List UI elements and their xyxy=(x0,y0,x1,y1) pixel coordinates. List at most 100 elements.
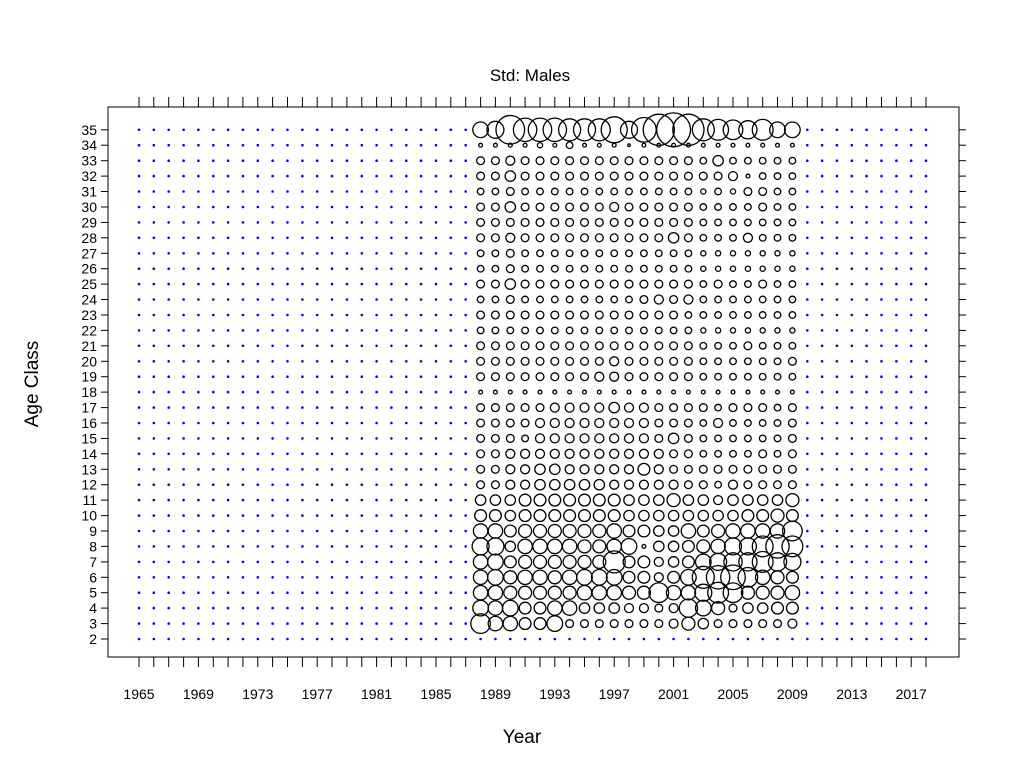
bubble-point xyxy=(579,417,590,429)
no-data-point xyxy=(449,545,453,548)
bubble-point xyxy=(476,264,485,273)
no-data-point xyxy=(360,128,364,132)
no-data-point xyxy=(390,390,393,394)
bubble-point xyxy=(773,280,782,289)
bubble-point xyxy=(607,493,621,507)
bubble-point xyxy=(723,552,743,572)
no-data-point xyxy=(360,205,364,209)
bubble-point xyxy=(532,538,548,555)
no-data-point xyxy=(880,128,883,132)
no-data-point xyxy=(464,576,468,579)
bubble-point xyxy=(652,540,665,553)
bubble-point xyxy=(487,523,504,539)
no-data-point xyxy=(464,545,468,548)
no-data-point xyxy=(405,236,408,240)
no-data-point xyxy=(880,529,883,533)
no-data-point xyxy=(850,143,854,147)
no-data-point xyxy=(880,498,883,502)
bubble-point xyxy=(642,113,676,147)
bubble-point xyxy=(549,433,560,444)
no-data-point xyxy=(360,468,364,471)
no-data-point xyxy=(405,421,408,425)
no-data-point xyxy=(286,159,289,162)
no-data-point xyxy=(212,236,215,240)
bubble-point xyxy=(536,141,544,149)
bubble-point xyxy=(505,341,515,351)
bubble-point xyxy=(594,279,604,289)
bubble-point xyxy=(698,171,708,181)
no-data-point xyxy=(271,282,274,286)
no-data-point xyxy=(835,329,839,332)
no-data-point xyxy=(390,375,393,379)
bubble-point xyxy=(669,187,678,196)
bubble-point xyxy=(699,434,708,443)
y-tick-label: 35 xyxy=(81,122,97,138)
bubble-point xyxy=(607,509,621,523)
bubble-point xyxy=(789,327,796,334)
bubble-point xyxy=(580,326,589,335)
bubble-point xyxy=(609,233,619,243)
no-data-point xyxy=(226,236,230,240)
no-data-point xyxy=(137,190,141,193)
bubble-point xyxy=(672,113,705,147)
no-data-point xyxy=(226,529,230,533)
bubble-point xyxy=(572,118,597,142)
no-data-point xyxy=(895,190,898,193)
no-data-point xyxy=(419,529,423,533)
no-data-point xyxy=(434,622,438,625)
bubble-point xyxy=(610,249,619,258)
no-data-point xyxy=(345,406,349,409)
no-data-point xyxy=(895,252,898,255)
bubble-point xyxy=(535,156,545,166)
bubble-point xyxy=(474,494,487,506)
no-data-point xyxy=(286,606,289,610)
bubble-point xyxy=(653,572,664,583)
no-data-point xyxy=(360,545,364,548)
no-data-point xyxy=(167,406,170,409)
no-data-point xyxy=(464,437,468,440)
bubble-point xyxy=(550,217,560,227)
no-data-point xyxy=(330,221,334,224)
no-data-point xyxy=(360,606,364,610)
bubble-point xyxy=(680,584,697,601)
y-tick-label: 30 xyxy=(81,199,97,215)
no-data-point xyxy=(464,637,468,641)
bubble-point xyxy=(535,403,545,413)
bubble-point xyxy=(785,492,800,508)
bubble-point xyxy=(653,556,664,568)
no-data-point xyxy=(167,236,170,240)
bubble-point xyxy=(624,156,634,166)
bubble-point xyxy=(740,585,756,600)
plot-frame xyxy=(107,106,960,658)
no-data-point xyxy=(390,545,393,548)
bubble-point xyxy=(542,117,568,143)
no-data-point xyxy=(182,421,185,425)
bubble-point xyxy=(759,265,766,272)
bubble-point xyxy=(697,494,710,506)
no-data-point xyxy=(390,406,393,409)
bubble-point xyxy=(536,187,544,196)
no-data-point xyxy=(405,282,408,286)
bubble-point xyxy=(579,341,590,351)
no-data-point xyxy=(924,468,928,471)
bubble-point xyxy=(654,264,663,273)
no-data-point xyxy=(286,344,289,348)
no-data-point xyxy=(182,282,185,286)
no-data-point xyxy=(405,529,408,533)
bubble-point xyxy=(548,493,562,507)
no-data-point xyxy=(301,560,304,564)
bubble-point xyxy=(623,433,635,444)
no-data-point xyxy=(226,190,230,193)
no-data-point xyxy=(286,236,289,240)
no-data-point xyxy=(256,298,260,301)
y-tick-label: 13 xyxy=(81,461,97,477)
bubble-point xyxy=(654,372,664,382)
no-data-point xyxy=(583,637,586,641)
no-data-point xyxy=(806,174,809,178)
no-data-point xyxy=(850,282,854,286)
bubble-point xyxy=(654,356,664,366)
bubble-point xyxy=(729,327,737,334)
bubble-point xyxy=(667,556,680,568)
bubble-point xyxy=(476,171,486,181)
no-data-point xyxy=(820,498,824,502)
